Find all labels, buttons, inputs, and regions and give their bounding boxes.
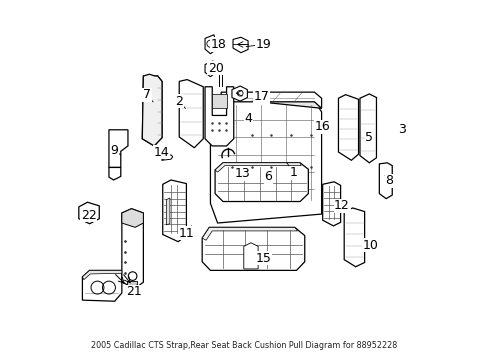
Text: 4: 4 xyxy=(244,112,251,125)
Text: 5: 5 xyxy=(365,131,372,144)
Polygon shape xyxy=(142,74,162,146)
Polygon shape xyxy=(162,155,172,160)
Text: 6: 6 xyxy=(264,170,272,183)
Polygon shape xyxy=(166,198,169,225)
Polygon shape xyxy=(322,182,340,226)
Text: 2005 Cadillac CTS Strap,Rear Seat Back Cushion Pull Diagram for 88952228: 2005 Cadillac CTS Strap,Rear Seat Back C… xyxy=(91,341,397,350)
Text: 16: 16 xyxy=(314,121,330,134)
Polygon shape xyxy=(126,281,137,288)
Polygon shape xyxy=(204,35,215,54)
Polygon shape xyxy=(215,163,301,172)
Polygon shape xyxy=(122,209,143,227)
Text: 11: 11 xyxy=(178,226,194,239)
Polygon shape xyxy=(142,76,162,146)
Text: 13: 13 xyxy=(234,167,250,180)
Text: 21: 21 xyxy=(126,285,142,298)
Polygon shape xyxy=(231,86,247,101)
Text: 19: 19 xyxy=(255,38,270,51)
Polygon shape xyxy=(359,94,376,163)
Polygon shape xyxy=(163,180,186,242)
Polygon shape xyxy=(344,208,364,267)
Text: 15: 15 xyxy=(255,252,270,265)
Text: 22: 22 xyxy=(81,209,96,222)
Text: 9: 9 xyxy=(110,144,119,157)
Text: 12: 12 xyxy=(333,199,349,212)
Text: 2: 2 xyxy=(175,95,183,108)
Polygon shape xyxy=(211,94,227,108)
Text: 3: 3 xyxy=(397,123,405,136)
Polygon shape xyxy=(210,98,321,108)
Polygon shape xyxy=(202,227,297,240)
Polygon shape xyxy=(179,80,203,148)
Polygon shape xyxy=(210,101,321,223)
Text: 1: 1 xyxy=(289,166,297,179)
Polygon shape xyxy=(221,92,321,108)
Text: 20: 20 xyxy=(207,62,224,75)
Polygon shape xyxy=(202,227,304,270)
Polygon shape xyxy=(379,163,391,199)
Text: 7: 7 xyxy=(142,88,151,101)
Polygon shape xyxy=(109,130,128,167)
Polygon shape xyxy=(244,243,258,269)
Text: 17: 17 xyxy=(253,90,269,103)
Polygon shape xyxy=(122,209,143,288)
Polygon shape xyxy=(79,202,99,224)
Polygon shape xyxy=(82,270,122,280)
Polygon shape xyxy=(109,167,121,180)
Polygon shape xyxy=(204,87,233,146)
Polygon shape xyxy=(338,95,358,160)
Text: 8: 8 xyxy=(385,174,392,187)
Polygon shape xyxy=(233,37,247,53)
Text: 18: 18 xyxy=(210,38,226,51)
Polygon shape xyxy=(82,270,122,301)
Text: 10: 10 xyxy=(362,239,378,252)
Polygon shape xyxy=(215,163,308,202)
Polygon shape xyxy=(204,61,215,77)
Text: 14: 14 xyxy=(153,145,169,158)
